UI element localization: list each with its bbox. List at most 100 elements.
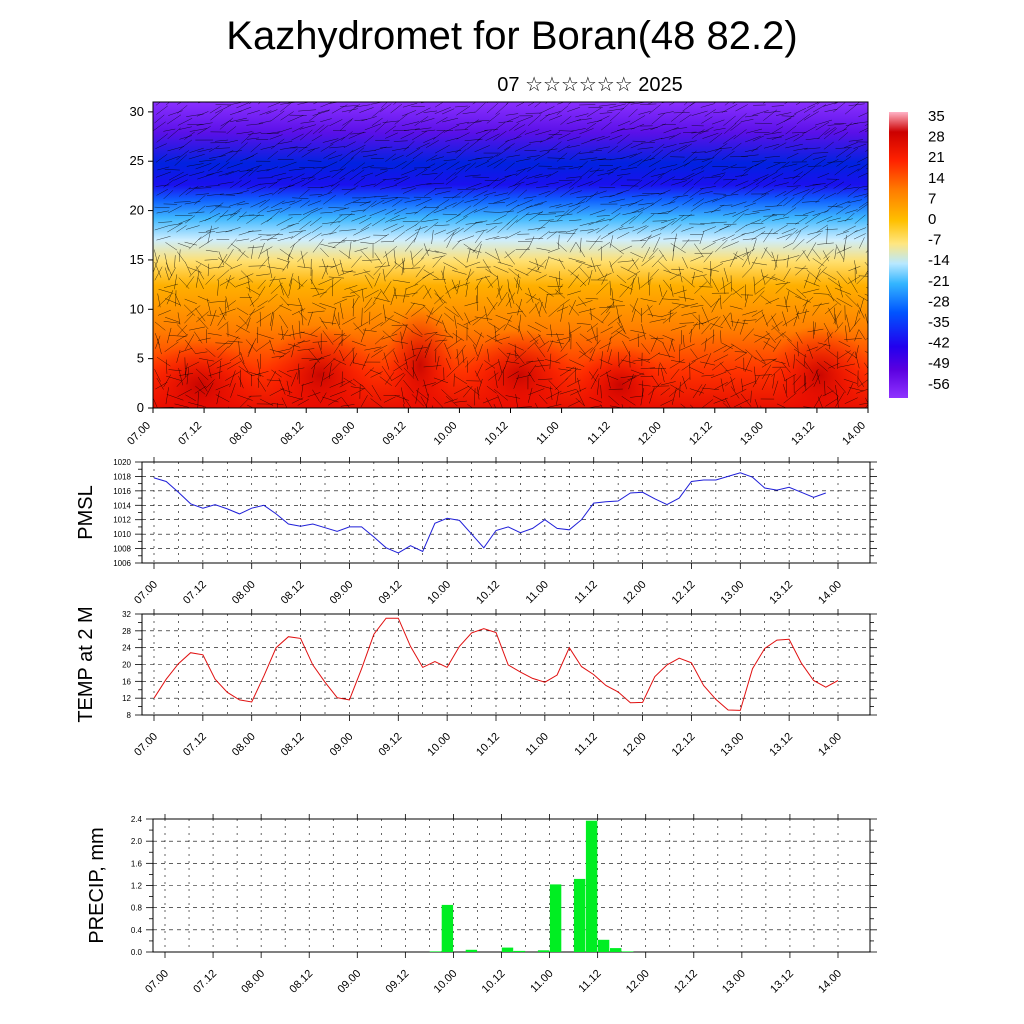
wind-barb xyxy=(339,150,354,162)
wind-barb xyxy=(259,311,262,327)
x-tick-label: 11.00 xyxy=(524,731,551,758)
wind-barb xyxy=(194,385,207,394)
wind-barb xyxy=(514,344,517,359)
wind-barb xyxy=(630,179,643,189)
wind-barb xyxy=(380,315,394,327)
wind-barb xyxy=(474,206,489,213)
wind-barb xyxy=(371,349,383,358)
wind-barb xyxy=(640,298,657,303)
wind-barb xyxy=(287,148,298,157)
wind-barb xyxy=(628,108,638,118)
section-x-tick-label: 13.00 xyxy=(738,420,766,448)
wind-barb xyxy=(752,239,757,252)
wind-barb xyxy=(374,273,381,287)
section-y-tick-label: 30 xyxy=(130,104,144,119)
wind-barb xyxy=(493,265,509,273)
section-x-axis: 07.00 07.12 08.00 08.12 09.00 09.12 10.00 10.12… xyxy=(125,408,869,448)
wind-barb xyxy=(802,288,820,294)
wind-barb xyxy=(208,358,223,368)
wind-barb xyxy=(857,172,868,178)
wind-barb xyxy=(710,371,727,378)
wind-barb xyxy=(812,183,826,185)
x-tick-label: 12.12 xyxy=(672,968,700,996)
wind-barb xyxy=(410,250,414,266)
wind-barb xyxy=(637,147,654,150)
wind-barb xyxy=(628,373,634,390)
wind-barb xyxy=(673,111,690,114)
wind-barb xyxy=(423,269,439,280)
wind-barb xyxy=(638,110,651,115)
wind-barb xyxy=(782,316,798,326)
wind-barb xyxy=(301,381,314,386)
wind-barb xyxy=(693,158,711,161)
wind-barb xyxy=(804,280,820,287)
wind-barb xyxy=(434,102,444,108)
wind-barb xyxy=(672,244,675,261)
wind-barb xyxy=(868,271,872,284)
wind-barb xyxy=(804,167,815,176)
y-tick-label: 1006 xyxy=(113,559,131,568)
wind-barb xyxy=(827,161,843,163)
wind-barb xyxy=(568,165,583,170)
wind-barb xyxy=(493,403,497,408)
wind-barb xyxy=(689,388,704,394)
wind-barb xyxy=(836,184,852,195)
wind-barb xyxy=(186,163,204,167)
wind-barb xyxy=(650,226,666,232)
x-tick-label: 11.00 xyxy=(524,579,551,606)
wind-barb xyxy=(251,186,267,194)
wind-barb xyxy=(269,278,287,281)
wind-barb xyxy=(793,147,808,151)
wind-barb xyxy=(165,375,182,381)
wind-barb xyxy=(548,380,559,391)
wind-barb xyxy=(547,157,565,159)
wind-barb xyxy=(785,134,800,141)
wind-barb xyxy=(869,239,881,241)
wind-barb xyxy=(620,102,631,112)
wind-barb xyxy=(225,140,238,144)
wind-barb xyxy=(711,323,723,329)
x-tick-label: 10.12 xyxy=(474,731,502,759)
wind-barb xyxy=(774,190,787,198)
wind-barb xyxy=(812,104,827,113)
wind-barb xyxy=(701,322,712,335)
wind-barb xyxy=(465,271,475,281)
wind-barb xyxy=(723,212,736,216)
wind-barb xyxy=(649,137,663,142)
wind-barb xyxy=(606,301,615,314)
wind-barb xyxy=(362,154,378,158)
wind-barb xyxy=(229,117,247,123)
wind-barb xyxy=(174,154,188,166)
wind-barb xyxy=(350,387,366,396)
wind-barb xyxy=(660,176,675,185)
wind-barb xyxy=(650,123,666,131)
section-x-tick-label: 14.00 xyxy=(840,420,868,448)
wind-barb xyxy=(719,294,722,310)
wind-barb xyxy=(813,293,830,295)
wind-barb xyxy=(618,120,631,127)
wind-barb xyxy=(392,279,411,283)
wind-barb xyxy=(801,126,817,135)
wind-barb xyxy=(431,378,445,387)
wind-barb xyxy=(374,170,388,177)
wind-barb xyxy=(865,313,868,327)
wind-barb xyxy=(391,324,409,326)
wind-barb xyxy=(446,231,455,248)
wind-barb xyxy=(405,231,419,242)
wind-barb xyxy=(804,183,821,188)
wind-barb xyxy=(661,312,674,317)
wind-barb xyxy=(631,194,650,197)
wind-barb xyxy=(725,377,736,387)
wind-barb xyxy=(174,274,178,290)
wind-barb xyxy=(864,350,868,354)
wind-barb xyxy=(825,398,838,407)
wind-barb xyxy=(857,379,868,388)
wind-barb xyxy=(216,390,220,405)
wind-barb xyxy=(487,301,498,317)
wind-barb xyxy=(618,316,626,333)
wind-barb xyxy=(383,281,392,294)
wind-barb xyxy=(219,117,234,130)
wind-barb xyxy=(807,230,824,235)
wind-barb xyxy=(595,218,612,223)
wind-barb xyxy=(329,119,343,127)
